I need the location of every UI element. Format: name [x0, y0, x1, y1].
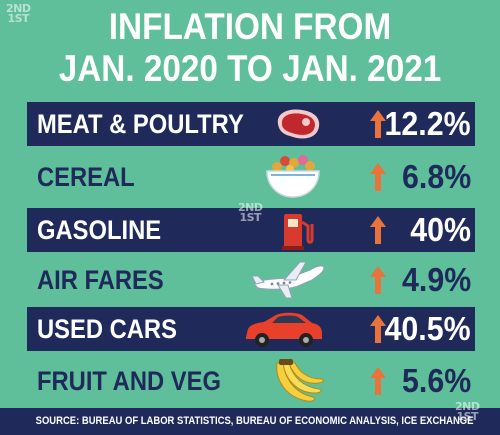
title-line-2: JAN. 2020 TO JAN. 2021 — [58, 48, 442, 89]
up-arrow-icon — [370, 266, 386, 294]
chart-title: INFLATION FROM JAN. 2020 TO JAN. 2021 — [25, 6, 475, 90]
row-air-fares: AIR FARES 4.9% — [27, 258, 475, 302]
gas-pump-icon — [282, 214, 314, 250]
banana-icon — [276, 359, 324, 402]
up-arrow-icon — [370, 110, 386, 138]
category-label: GASOLINE — [37, 215, 162, 245]
value-label: 40.5% — [384, 310, 471, 347]
value-label: 6.8% — [401, 158, 471, 195]
category-label: AIR FARES — [37, 265, 164, 295]
row-cereal: CEREAL 6.8% — [27, 155, 475, 199]
source-text: SOURCE: BUREAU OF LABOR STATISTICS, BURE… — [35, 415, 474, 427]
row-gasoline: GASOLINE 40% — [27, 208, 475, 252]
title-line-1: INFLATION FROM — [108, 6, 392, 47]
steak-icon — [277, 109, 320, 139]
up-arrow-icon — [370, 315, 386, 343]
category-label: CEREAL — [37, 162, 135, 192]
watermark-center: 2ND 1ST — [238, 201, 263, 224]
row-meat-poultry: MEAT & POULTRY 12.2% — [27, 102, 475, 146]
up-arrow-icon — [370, 367, 386, 395]
row-used-cars: USED CARS 40.5% — [27, 307, 475, 351]
value-label: 4.9% — [401, 261, 471, 298]
cereal-bowl-icon — [266, 155, 320, 198]
row-fruit-and-veg: FRUIT AND VEG 5.6% — [27, 359, 475, 403]
category-label: USED CARS — [37, 314, 177, 344]
category-label: FRUIT AND VEG — [37, 366, 221, 396]
airplane-icon — [251, 261, 325, 299]
watermark-bottom-right: 2ND 1ST — [455, 400, 480, 423]
up-arrow-icon — [370, 216, 386, 244]
watermark-top-left: 2ND 1ST — [6, 2, 31, 25]
value-label: 5.6% — [401, 362, 471, 399]
source-footer: SOURCE: BUREAU OF LABOR STATISTICS, BURE… — [0, 408, 500, 435]
category-label: MEAT & POULTRY — [37, 109, 244, 139]
value-label: 40% — [410, 211, 471, 248]
up-arrow-icon — [370, 163, 386, 191]
car-icon — [246, 312, 322, 347]
value-label: 12.2% — [384, 105, 471, 142]
